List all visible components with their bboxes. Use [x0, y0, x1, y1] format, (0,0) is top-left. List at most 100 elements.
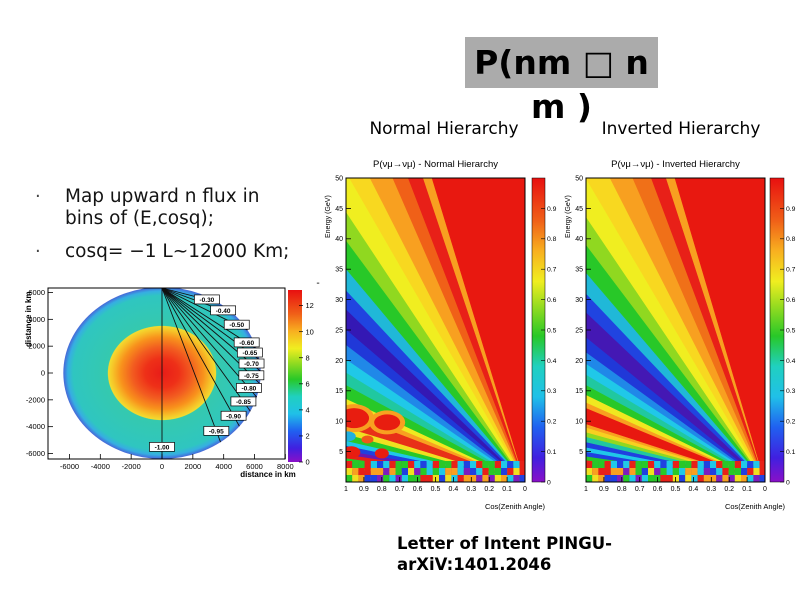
svg-text:0.1: 0.1: [786, 449, 796, 456]
svg-text:P(νμ→νμ) - Normal Hierarchy: P(νμ→νμ) - Normal Hierarchy: [373, 159, 498, 170]
svg-text:-1.00: -1.00: [155, 444, 170, 451]
svg-text:0: 0: [786, 479, 790, 486]
svg-text:-0.40: -0.40: [216, 308, 231, 315]
slide-title-line1: P(nm □ n: [474, 43, 649, 82]
trajectory-labels: -0.30-0.40 -0.50 -0.60 -0.65 -0.70 -0.75 -0.80…: [149, 294, 265, 452]
svg-text:0.5: 0.5: [431, 486, 441, 493]
slide-title-line2: m ): [531, 87, 592, 126]
bullet-marker: ·: [35, 186, 41, 207]
svg-text:-0.70: -0.70: [244, 361, 259, 368]
svg-text:0.4: 0.4: [786, 358, 796, 365]
caption-line-2: arXiV:1401.2046: [397, 555, 552, 574]
svg-text:-6000: -6000: [60, 462, 79, 471]
svg-text:2000: 2000: [28, 342, 45, 351]
svg-text:0.9: 0.9: [547, 206, 557, 213]
resonance-blob: [346, 446, 361, 459]
svg-text:6: 6: [306, 379, 310, 388]
svg-text:30: 30: [575, 297, 583, 304]
svg-text:0: 0: [763, 486, 767, 493]
svg-text:-2000: -2000: [122, 462, 141, 471]
svg-text:0.2: 0.2: [547, 419, 557, 426]
svg-text:0.4: 0.4: [449, 486, 459, 493]
resonance-blob: [374, 414, 401, 431]
svg-text:0.6: 0.6: [547, 297, 557, 304]
svg-text:0.7: 0.7: [547, 267, 557, 274]
svg-text:P(νμ→νμ) - Inverted Hierarchy: P(νμ→νμ) - Inverted Hierarchy: [611, 159, 740, 170]
resonance-blob: [374, 448, 389, 459]
svg-text:0: 0: [306, 458, 310, 467]
bullet-text-2: cosq= −1 L~12000 Km;: [65, 241, 290, 262]
svg-text:0.9: 0.9: [599, 486, 609, 493]
bullet-list: · Map upward n flux in bins of (E,cosq); …: [30, 186, 332, 263]
bullet-marker: ·: [35, 241, 41, 262]
svg-text:0.3: 0.3: [547, 388, 557, 395]
header-normal-hierarchy: Normal Hierarchy: [369, 119, 519, 139]
svg-text:0.5: 0.5: [786, 327, 796, 334]
svg-text:25: 25: [575, 327, 583, 334]
axes: 1 0.9 0.8 0.7 0.6 0.5 0.4 0.3 0.2 0.1 0 50 45 40 35 30 2…: [565, 175, 786, 511]
svg-text:10: 10: [335, 419, 343, 426]
svg-text:0: 0: [160, 462, 164, 471]
oscillogram-normal: 1 0.9 0.8 0.7 0.6 0.5 0.4 0.3 0.2 0.1 0 50 45 40 35 30 2…: [325, 159, 557, 511]
svg-text:2000: 2000: [184, 462, 201, 471]
svg-text:1: 1: [344, 486, 348, 493]
svg-text:0.6: 0.6: [653, 486, 663, 493]
svg-text:-0.50: -0.50: [229, 322, 244, 329]
svg-text:4000: 4000: [215, 462, 232, 471]
svg-text:10: 10: [306, 327, 314, 336]
svg-text:0.9: 0.9: [359, 486, 369, 493]
header-inverted-hierarchy: Inverted Hierarchy: [601, 119, 761, 139]
svg-text:25: 25: [335, 327, 343, 334]
svg-text:0.7: 0.7: [395, 486, 405, 493]
svg-text:0: 0: [41, 369, 45, 378]
svg-text:Cos(Zenith Angle): Cos(Zenith Angle): [485, 502, 546, 511]
oscillation-noise-strip: [586, 461, 765, 482]
svg-text:1: 1: [584, 486, 588, 493]
svg-text:35: 35: [575, 267, 583, 274]
svg-text:45: 45: [575, 206, 583, 213]
svg-text:30: 30: [335, 297, 343, 304]
svg-text:50: 50: [335, 175, 343, 182]
svg-text:35: 35: [335, 267, 343, 274]
svg-text:40: 40: [335, 236, 343, 243]
probability-colorbar: 0.9 0.8 0.7 0.6 0.5 0.4 0.3 0.2 0.1 0: [531, 177, 557, 486]
svg-text:0.7: 0.7: [786, 267, 796, 274]
svg-text:0: 0: [547, 479, 551, 486]
resonance-blob: [361, 435, 374, 444]
probability-colorbar: 0.9 0.8 0.7 0.6 0.5 0.4 0.3 0.2 0.1 0: [769, 177, 796, 486]
svg-text:-2000: -2000: [26, 395, 45, 404]
svg-text:0.6: 0.6: [413, 486, 423, 493]
svg-text:0.8: 0.8: [377, 486, 387, 493]
svg-text:-4000: -4000: [91, 462, 110, 471]
resonance-blob: [346, 431, 356, 442]
svg-text:distance in km: distance in km: [240, 470, 296, 479]
svg-text:0.4: 0.4: [689, 486, 699, 493]
svg-text:Energy (GeV): Energy (GeV): [325, 195, 332, 238]
svg-text:5: 5: [579, 449, 583, 456]
svg-text:-: -: [316, 278, 319, 289]
svg-text:-0.75: -0.75: [244, 373, 259, 380]
svg-text:-0.95: -0.95: [209, 428, 224, 435]
svg-text:-0.85: -0.85: [236, 399, 251, 406]
svg-text:12: 12: [306, 301, 314, 310]
svg-text:Energy (GeV): Energy (GeV): [565, 195, 572, 238]
svg-text:15: 15: [575, 388, 583, 395]
svg-text:0.8: 0.8: [786, 236, 796, 243]
reference-caption: Letter of Intent PINGU- arXiV:1401.2046: [397, 533, 612, 575]
svg-text:50: 50: [575, 175, 583, 182]
svg-text:0.2: 0.2: [484, 486, 494, 493]
probability-fan: [346, 178, 525, 482]
svg-text:0.5: 0.5: [671, 486, 681, 493]
svg-text:-0.30: -0.30: [199, 297, 214, 304]
svg-text:8: 8: [306, 353, 310, 362]
svg-text:45: 45: [335, 206, 343, 213]
svg-text:-0.80: -0.80: [241, 385, 256, 392]
probability-fan: [586, 178, 765, 482]
svg-text:4000: 4000: [28, 315, 45, 324]
svg-text:0.1: 0.1: [547, 449, 557, 456]
svg-text:0.6: 0.6: [786, 297, 796, 304]
bullet-item-1: · Map upward n flux in bins of (E,cosq);: [30, 186, 332, 230]
svg-text:20: 20: [335, 358, 343, 365]
svg-text:0.3: 0.3: [706, 486, 716, 493]
